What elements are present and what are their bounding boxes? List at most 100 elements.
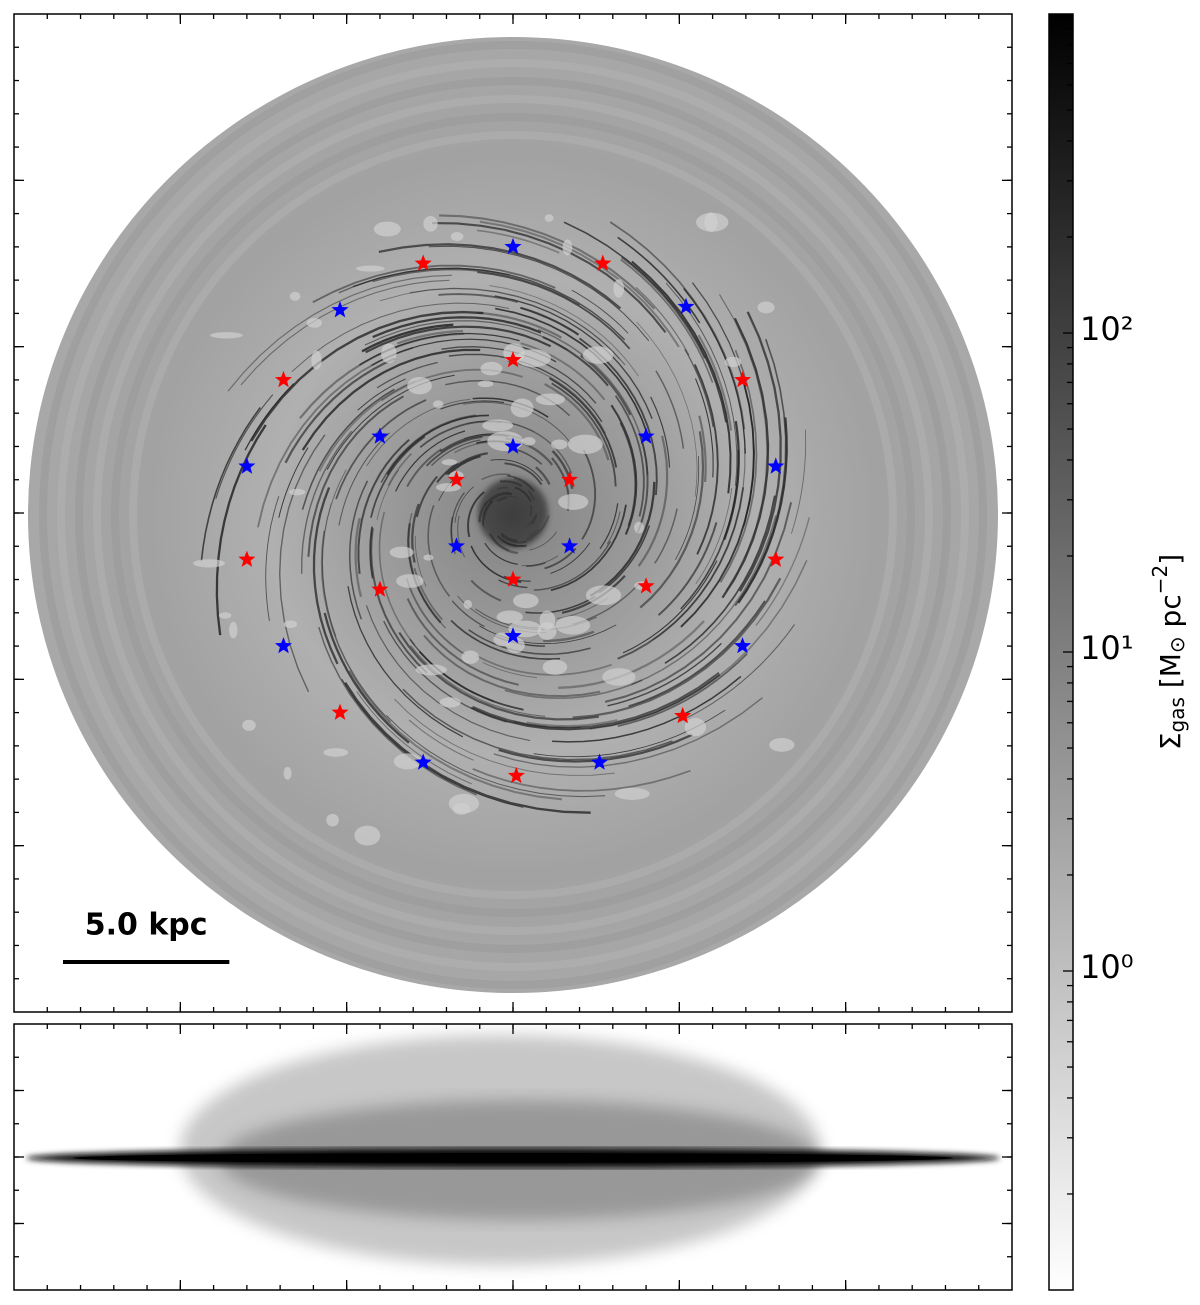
gas-filament [347,586,464,738]
gas-filament [322,469,347,637]
gas-filament [451,600,485,628]
gas-hole [439,697,461,708]
gas-hole [423,215,438,232]
gas-filament [542,336,609,387]
gas-filament [338,432,390,526]
gas-filament [697,334,733,431]
colorbar-tick-label: 10¹ [1080,629,1134,667]
gas-filament [472,672,720,729]
label-part: pc [1154,594,1187,636]
star-marker [504,437,522,454]
gas-filament [529,531,557,551]
gas-filament [361,323,454,353]
gas-filament [498,733,693,763]
gas-filament [398,631,600,721]
gas-filament [614,395,645,517]
gas-filament [683,287,746,454]
star-marker [331,703,349,720]
gas-ring [93,95,933,935]
gas-filament [406,448,443,488]
gas-filament [394,698,615,776]
gas-hole [562,239,573,256]
gas-filament [721,317,770,599]
star-marker [447,537,465,554]
gas-hole [326,813,339,827]
gas-filament [265,496,280,622]
gas-filament [409,638,495,702]
gas-hole [306,317,323,328]
star-marker [414,254,432,271]
gas-filament [489,285,639,377]
gas-hole [634,521,644,534]
gas-filament [467,491,485,538]
gas-filament [543,630,595,643]
gas-filament [526,719,618,727]
gas-filament [357,438,410,574]
gas-filament [326,374,455,470]
gas-filament [320,530,392,723]
gas-filament [408,719,474,761]
gas-hole [613,279,625,298]
gas-filament [415,475,438,518]
gas-hole [537,622,557,640]
gas-filament [636,433,649,533]
gas-filament [386,414,489,475]
gas-filament [250,310,484,442]
gas-filament [607,642,722,707]
gas-filament [493,697,763,768]
gas-filament [352,267,626,341]
gas-filament [291,302,510,372]
gas-filament [571,289,629,334]
gas-filament [535,466,551,486]
gas-filament [520,306,580,336]
gas-filament [344,681,591,814]
gas-hole [582,346,614,364]
star-marker [504,627,522,644]
colorbar-label: Σgas [M⊙ pc−2] [1148,554,1189,750]
gas-core [478,478,548,548]
gas-filament [301,348,481,451]
gas-hole [396,574,424,588]
gas-hole [510,398,534,418]
gas-filament [550,504,627,592]
gas-filament [550,542,591,574]
gas-hole [477,380,494,388]
gas-hole [496,610,523,624]
gas-filament [617,653,748,727]
gas-filament [549,377,618,468]
gas-filament [425,435,483,467]
gas-hole [436,483,461,492]
gas-hole [535,393,566,406]
gas-filament [215,394,274,499]
gas-filament [494,295,653,419]
gas-filament [301,388,395,510]
gas-filament [407,523,442,624]
gas-filament [655,370,685,449]
gas-filament [378,243,622,310]
gas-filament [563,221,727,423]
gas-filament [348,670,563,801]
gas-filament [477,229,560,254]
gas-hole [289,291,301,301]
gas-filament [598,525,651,594]
gas-filament [695,488,733,585]
star-marker [504,570,522,587]
gas-filament [665,282,738,486]
gas-filament [436,462,459,484]
gas-filament [427,505,451,597]
star-marker [447,470,465,487]
gas-filament [675,456,700,560]
gas-filament [637,435,669,567]
gas-hole [463,599,473,609]
gas-ring [75,77,951,953]
gas-filament [312,487,339,665]
gas-filament [521,555,559,567]
gas-hole [354,825,381,846]
gas-filament [364,320,568,351]
star-marker [504,351,522,368]
gas-filament [476,311,562,339]
gas-filament [533,540,612,591]
star-marker [331,301,349,318]
star-marker [734,637,752,654]
